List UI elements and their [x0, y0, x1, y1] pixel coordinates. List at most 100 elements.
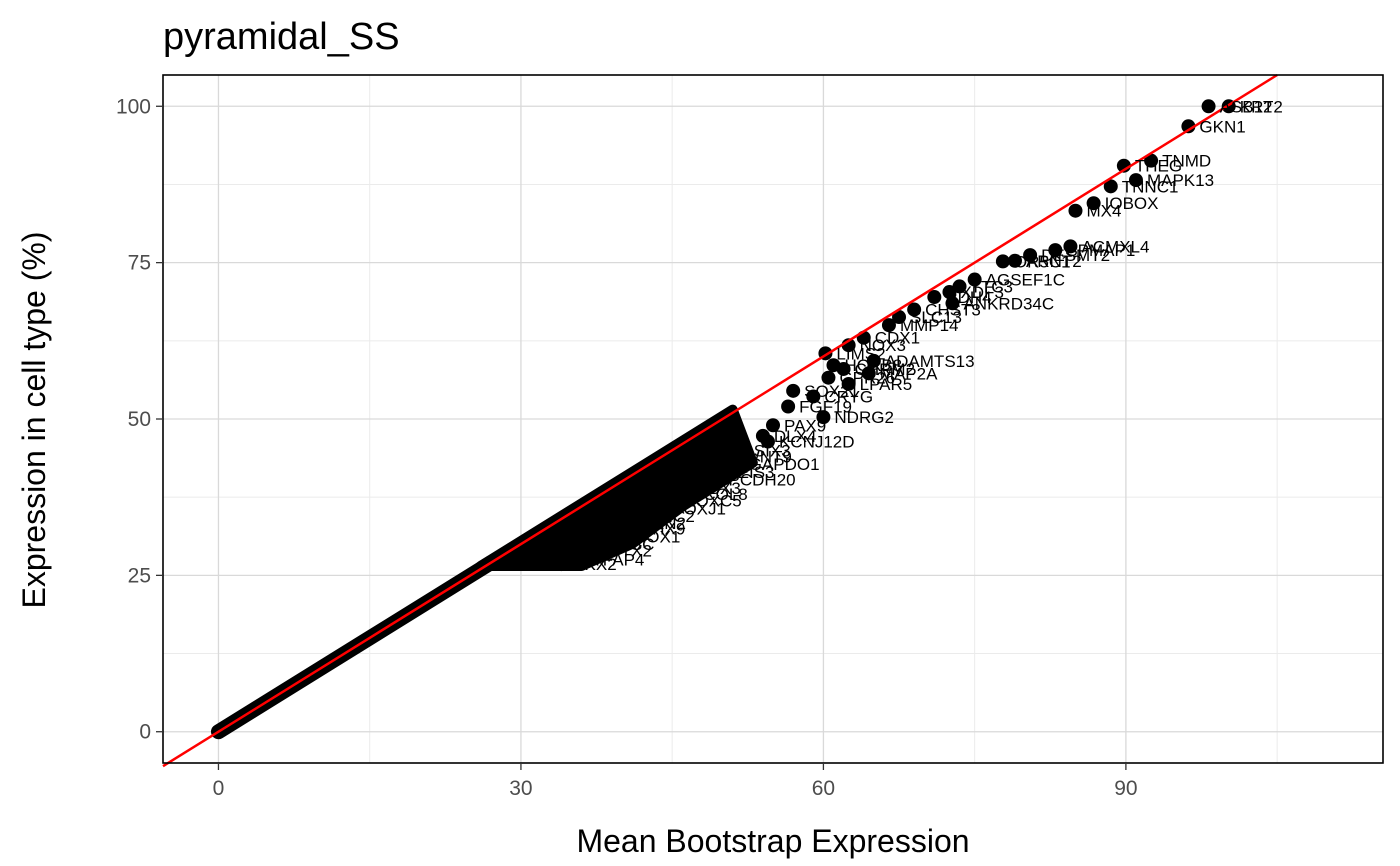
gene-label: PCDH20 [729, 471, 796, 490]
gene-label: ACMXL4 [1081, 237, 1149, 256]
data-point [1023, 248, 1038, 263]
gene-label: NKX2 [572, 555, 616, 574]
data-point [1128, 173, 1143, 188]
data-point [907, 302, 922, 317]
data-point [836, 361, 851, 376]
data-point [821, 370, 836, 385]
gene-label: MAPK13 [1147, 171, 1214, 190]
gene-label: CDX1 [875, 329, 920, 348]
data-point [1144, 153, 1159, 168]
gene-label: LPAR5 [860, 375, 913, 394]
gene-label: DLX4 [774, 427, 817, 446]
y-tick-label: 25 [128, 564, 151, 587]
gene-label: AGSEF1C [986, 271, 1065, 290]
gene-label: TFAP4 [592, 551, 644, 570]
y-axis-title: Expression in cell type (%) [16, 231, 52, 608]
gene-label: TBX3 [698, 479, 741, 498]
gene-label: FOXJ1 [673, 499, 726, 518]
gene-label: HOXB8 [844, 356, 902, 375]
y-tick-label: 75 [128, 252, 151, 275]
data-point [1068, 203, 1083, 218]
gene-label: WNT9 [744, 448, 792, 467]
gene-label: HOXC5 [683, 491, 742, 510]
data-point [554, 557, 569, 572]
gene-label: MX4 [1086, 202, 1121, 221]
reference-line [162, 73, 1278, 768]
y-tick-label: 50 [128, 408, 151, 431]
data-point [1063, 239, 1078, 254]
gene-label: TNMD [1162, 152, 1211, 171]
data-point [710, 472, 725, 487]
gene-label: PAX9 [784, 416, 826, 435]
gene-label: CRYG [824, 387, 873, 406]
gene-label: TTC3 [971, 277, 1014, 296]
y-tick-label: 0 [139, 721, 151, 744]
data-point [624, 521, 639, 536]
data-point [892, 310, 907, 325]
gene-label: ARNT2 [1026, 252, 1082, 271]
gene-label: SIX3 [754, 441, 791, 460]
gene-label: NOX3 [860, 336, 906, 355]
data-point [927, 290, 942, 305]
gene-label: ANKRD34C [963, 294, 1054, 313]
x-tick-label: 90 [1114, 777, 1137, 800]
x-tick-label: 0 [213, 777, 225, 800]
y-axis-ticks: 0 25 50 75 100 [116, 95, 163, 744]
gene-label: SOX21 [804, 382, 859, 401]
gene-label: ASB12 [1220, 97, 1273, 116]
gene-label: PROX1 [623, 528, 681, 547]
gene-label: COL8 [703, 485, 747, 504]
gene-label: FGF19 [799, 397, 852, 416]
gene-label: KCNJ12D [779, 433, 855, 452]
data-point [1086, 196, 1101, 211]
gene-label: XDF3 [960, 283, 1003, 302]
data-point [655, 501, 670, 516]
data-point [766, 418, 780, 433]
data-point [685, 487, 700, 502]
data-points [554, 99, 1236, 572]
gene-label: CHST3 [925, 301, 981, 320]
data-point [665, 493, 680, 508]
gene-label: ADAMTS13 [885, 352, 975, 371]
gene-label: LIMS2 [836, 344, 885, 363]
data-point [866, 353, 881, 368]
data-point [735, 443, 750, 458]
data-point [589, 543, 604, 558]
gene-label: IOBOX [1105, 194, 1159, 213]
data-point [816, 410, 831, 425]
data-point [781, 399, 796, 414]
data-point [1007, 253, 1022, 268]
gene-label: RDH4 [945, 288, 991, 307]
gene-label: NDRG2 [834, 408, 894, 427]
data-point [841, 376, 856, 391]
y-tick-label: 100 [116, 95, 151, 118]
gene-label: MEIS3 [724, 463, 775, 482]
grid-major [163, 75, 1383, 763]
gene-label: GSC [618, 535, 655, 554]
x-axis-title: Mean Bootstrap Expression [576, 823, 969, 859]
gene-label: OR5C1 [1014, 252, 1071, 271]
data-point [760, 434, 775, 449]
data-point [574, 552, 589, 567]
gene-label: EN2 [653, 514, 686, 533]
x-tick-label: 60 [812, 777, 835, 800]
gene-label: TNNC1 [1122, 177, 1179, 196]
grid-minor [163, 75, 1383, 763]
data-point [942, 285, 957, 300]
x-axis-ticks: 0 30 60 90 [213, 763, 1138, 800]
gene-label: ZIC2 [658, 507, 695, 526]
data-point [1201, 99, 1216, 114]
gene-label: GPR26 [839, 369, 895, 388]
gene-label: KRT2 [1240, 97, 1283, 116]
data-point [1048, 243, 1063, 258]
data-point [861, 366, 876, 381]
x-tick-label: 30 [509, 777, 532, 800]
data-point [945, 296, 960, 311]
gene-label: GKN1 [1199, 117, 1245, 136]
gene-label: SPMAP1 [1066, 241, 1135, 260]
data-point [881, 318, 896, 333]
gene-label: MMP14 [900, 316, 959, 335]
data-point [967, 272, 982, 287]
